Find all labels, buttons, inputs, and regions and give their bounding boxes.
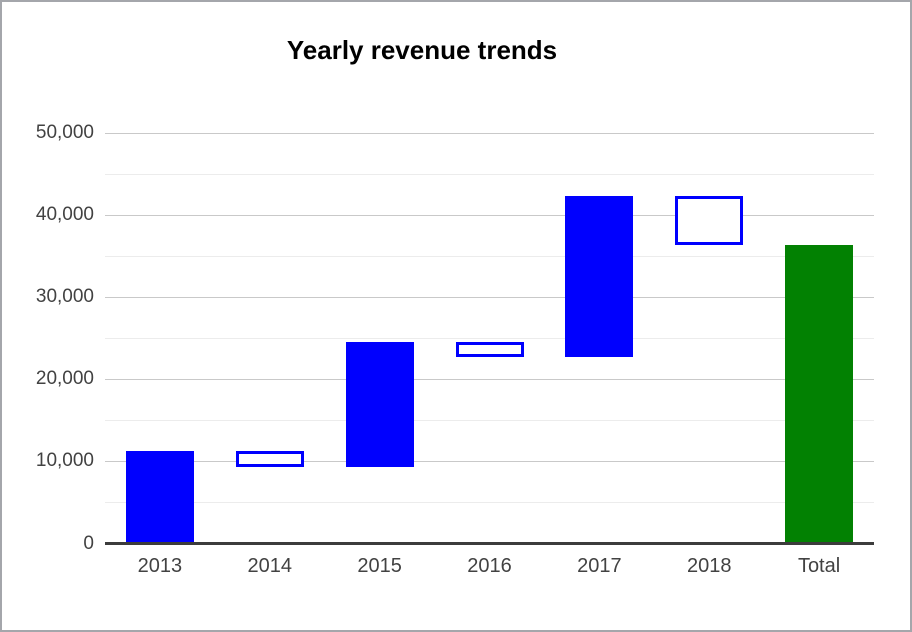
bar-2015 bbox=[345, 342, 414, 468]
y-tick-label: 0 bbox=[83, 532, 94, 554]
gridline-minor bbox=[105, 173, 874, 175]
y-tick-label: 20,000 bbox=[35, 368, 94, 390]
x-tick-label-2018: 2018 bbox=[686, 555, 732, 577]
x-tick-label-2014: 2014 bbox=[247, 555, 293, 577]
bar-total bbox=[785, 245, 854, 544]
x-tick-label-2015: 2015 bbox=[357, 555, 402, 577]
bar-2016 bbox=[455, 342, 524, 358]
gridline-major bbox=[105, 214, 874, 216]
x-tick-label-2013: 2013 bbox=[137, 555, 183, 577]
x-tick-label-2017: 2017 bbox=[577, 555, 622, 577]
bar-2014 bbox=[235, 450, 304, 468]
bar-2018 bbox=[675, 196, 744, 246]
gridline-minor bbox=[105, 501, 874, 503]
y-tick-label: 50,000 bbox=[35, 122, 94, 143]
gridline-major bbox=[105, 378, 874, 380]
x-axis-baseline bbox=[105, 542, 874, 545]
gridline-minor bbox=[105, 255, 874, 257]
gridline-major bbox=[105, 460, 874, 462]
x-tick-label-2016: 2016 bbox=[467, 555, 512, 577]
y-tick-label: 10,000 bbox=[35, 450, 94, 472]
gridline-minor bbox=[105, 419, 874, 421]
y-tick-label: 40,000 bbox=[35, 204, 94, 226]
gridline-major bbox=[105, 132, 874, 134]
gridline-major bbox=[105, 296, 874, 298]
bar-2013 bbox=[125, 450, 194, 544]
x-tick-label-total: Total bbox=[797, 555, 841, 577]
bar-2017 bbox=[565, 196, 634, 358]
plot-area bbox=[105, 132, 874, 545]
chart-title: Yearly revenue trends bbox=[286, 35, 558, 65]
gridline-minor bbox=[105, 337, 874, 339]
y-tick-label: 30,000 bbox=[35, 286, 94, 308]
